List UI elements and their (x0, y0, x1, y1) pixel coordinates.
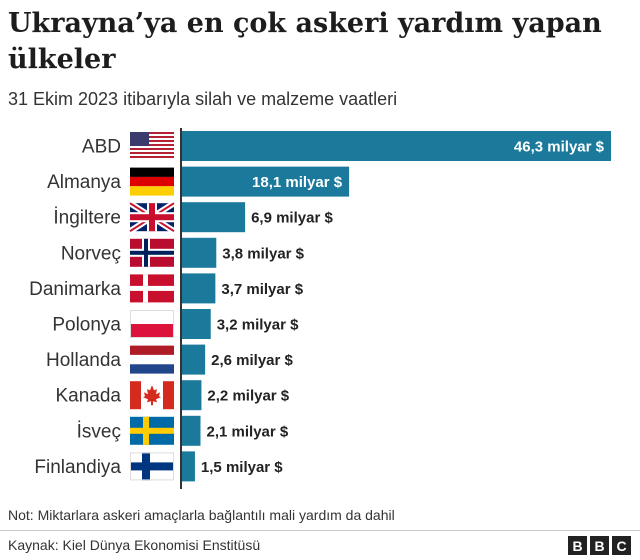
country-label: Almanya (47, 172, 121, 193)
bar (181, 451, 195, 482)
chart-note: Not: Miktarlara askeri amaçlarla bağlant… (8, 507, 395, 523)
bar (181, 344, 206, 375)
bbc-logo-letter: B (594, 537, 605, 554)
value-label: 3,7 milyar $ (221, 281, 303, 298)
value-label: 2,1 milyar $ (207, 423, 289, 440)
value-label: 46,3 milyar $ (514, 139, 605, 156)
value-label: 2,6 milyar $ (211, 352, 293, 369)
country-label: Polonya (52, 315, 121, 336)
bar (181, 273, 216, 304)
poland-flag-icon (130, 310, 174, 338)
value-label: 18,1 milyar $ (252, 174, 343, 191)
country-label: Kanada (55, 386, 121, 407)
chart-title: Ukrayna’ya en çok askeri yardım yapan ül… (8, 8, 602, 75)
bar (181, 415, 201, 446)
germany-flag-icon (130, 167, 174, 196)
sweden-flag-icon (130, 416, 174, 445)
bbc-logo-box: C (612, 536, 631, 555)
value-label: 2,2 milyar $ (207, 388, 289, 405)
country-label: İngiltere (53, 208, 121, 229)
finland-flag-icon (130, 452, 174, 481)
bar (181, 166, 350, 197)
bbc-logo-letter: C (616, 537, 627, 554)
value-label: 1,5 milyar $ (201, 459, 283, 476)
country-label: Hollanda (46, 350, 121, 371)
bar (181, 309, 211, 339)
country-label: Norveç (61, 243, 121, 264)
us-flag-icon (130, 132, 174, 160)
bbc-logo-box: B (568, 536, 587, 555)
footer-divider (0, 530, 640, 531)
bbc-logo-letter: B (572, 537, 583, 554)
country-label: İsveç (77, 421, 121, 442)
netherlands-flag-icon (130, 345, 174, 374)
chart-source: Kaynak: Kiel Dünya Ekonomisi Enstitüsü (8, 537, 261, 553)
value-label: 3,8 milyar $ (222, 245, 304, 262)
country-label: ABD (82, 137, 121, 158)
bar (181, 380, 202, 411)
value-label: 6,9 milyar $ (251, 210, 333, 227)
canada-flag-icon (130, 381, 174, 410)
bbc-logo: B B C (568, 536, 631, 555)
uk-flag-icon (128, 200, 176, 234)
bar (181, 237, 217, 268)
country-label: Finlandiya (34, 457, 121, 478)
value-label: 3,2 milyar $ (217, 317, 299, 334)
bar (181, 202, 246, 233)
denmark-flag-icon (130, 274, 174, 303)
country-label: Danimarka (29, 279, 121, 300)
bbc-logo-box: B (590, 536, 609, 555)
chart-subtitle: 31 Ekim 2023 itibarıyla silah ve malzeme… (8, 89, 398, 109)
bar (181, 131, 611, 161)
norway-flag-icon (130, 238, 174, 267)
bar-chart: ABD 46,3 milyar $ Almanya 18,1 milyar $ İngi… (29, 128, 611, 489)
